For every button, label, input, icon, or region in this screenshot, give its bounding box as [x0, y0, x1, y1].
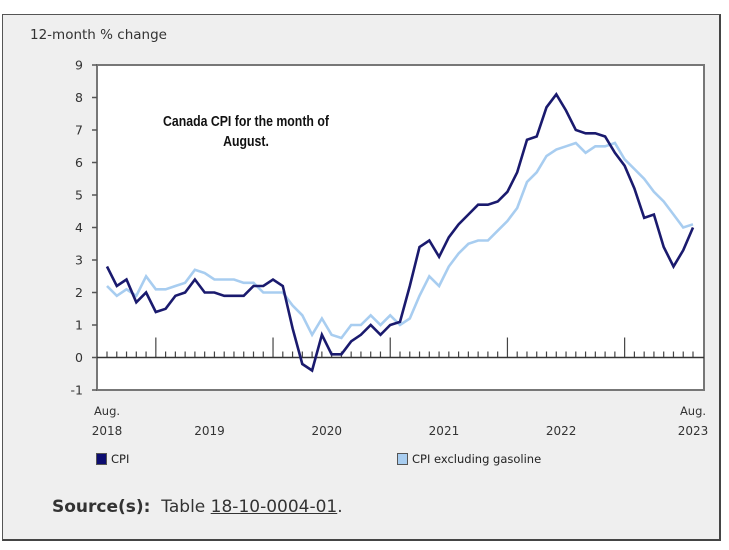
legend-label-cpi-excl-gasoline: CPI excluding gasoline	[412, 452, 542, 466]
x-tick-label-year: 2020	[311, 424, 342, 438]
y-tick-label: 8	[75, 90, 83, 105]
y-tick-label: 7	[75, 123, 83, 138]
y-tick-label: 4	[75, 220, 83, 235]
chart-annotation-line1: Canada CPI for the month of	[163, 113, 329, 129]
series-line-cpi	[105, 91, 695, 373]
y-tick-label: 0	[75, 350, 83, 365]
y-tick-label: 2	[75, 285, 83, 300]
source-suffix: .	[337, 497, 343, 517]
plot-area	[96, 64, 705, 391]
y-tick-label: -1	[71, 383, 83, 398]
series-layer	[105, 91, 695, 373]
legend-swatch-cpi-excl-gasoline	[397, 453, 408, 465]
source-label: Source(s):	[52, 497, 151, 517]
y-axis: -1 0 1 2 3 4 5 6 7 8 9	[71, 58, 97, 398]
x-tick-label-year: 2023	[678, 424, 709, 438]
legend-item-cpi-excl-gasoline: CPI excluding gasoline	[397, 452, 541, 466]
source-note: Source(s): Table 18-10-0004-01.	[52, 497, 343, 517]
legend-label-cpi: CPI	[111, 452, 130, 466]
x-tick-label-month: Aug.	[680, 404, 706, 418]
y-tick-label: 1	[75, 318, 83, 333]
legend-item-cpi: CPI	[96, 452, 129, 466]
legend-swatch-cpi	[96, 453, 107, 465]
x-tick-label-year: 2018	[92, 424, 123, 438]
y-tick-label: 3	[75, 253, 83, 268]
chart-annotation-line2: August.	[223, 133, 269, 149]
source-prefix: Table	[161, 497, 206, 517]
y-axis-unit-label: 12-month % change	[30, 27, 167, 43]
x-tick-label-month: Aug.	[94, 404, 120, 418]
x-tick-label-year: 2019	[194, 424, 225, 438]
x-tick-label-year: 2021	[429, 424, 460, 438]
source-table-link[interactable]: 18-10-0004-01	[210, 497, 338, 517]
y-tick-label: 6	[75, 155, 83, 170]
x-tick-label-year: 2022	[546, 424, 577, 438]
series-line-cpi-excluding-gasoline	[106, 141, 694, 340]
y-tick-label: 9	[75, 58, 83, 73]
x-axis-labels: Aug. 2018 2019 2020 2021 2022 Aug. 2023	[92, 404, 709, 438]
y-tick-label: 5	[75, 188, 83, 203]
